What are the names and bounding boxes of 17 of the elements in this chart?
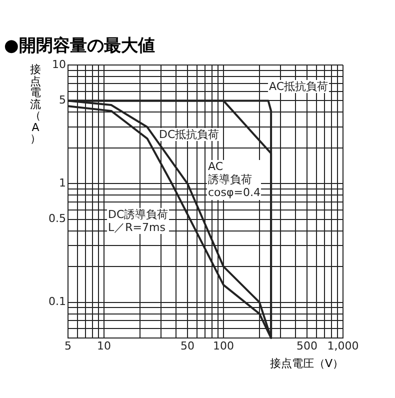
y-tick-label: 1 xyxy=(59,176,66,190)
series-label: DC誘導負荷 L／R=7ms xyxy=(107,208,170,234)
chart-title: ●開閉容量の最大値 xyxy=(4,35,155,57)
x-tick-label: 10 xyxy=(96,339,111,352)
y-tick-label: 10 xyxy=(52,58,66,71)
series-label: AC 誘導負荷 cosφ=0.4 xyxy=(207,160,262,200)
y-tick-label: 0.1 xyxy=(48,295,66,308)
series-label: DC抵抗負荷 xyxy=(158,128,220,142)
x-axis-title: 接点電圧（V） xyxy=(270,356,344,371)
series-label: AC抵抗負荷 xyxy=(268,80,330,94)
y-axis-title: 接点電流（A） xyxy=(30,63,41,146)
y-tick-label: 5 xyxy=(59,94,66,107)
y-tick-label: 0.5 xyxy=(48,212,66,226)
x-tick-label: 100 xyxy=(212,339,234,352)
x-tick-label: 500 xyxy=(296,339,318,352)
x-tick-label: 1,000 xyxy=(327,339,359,352)
x-tick-label: 50 xyxy=(180,339,195,352)
